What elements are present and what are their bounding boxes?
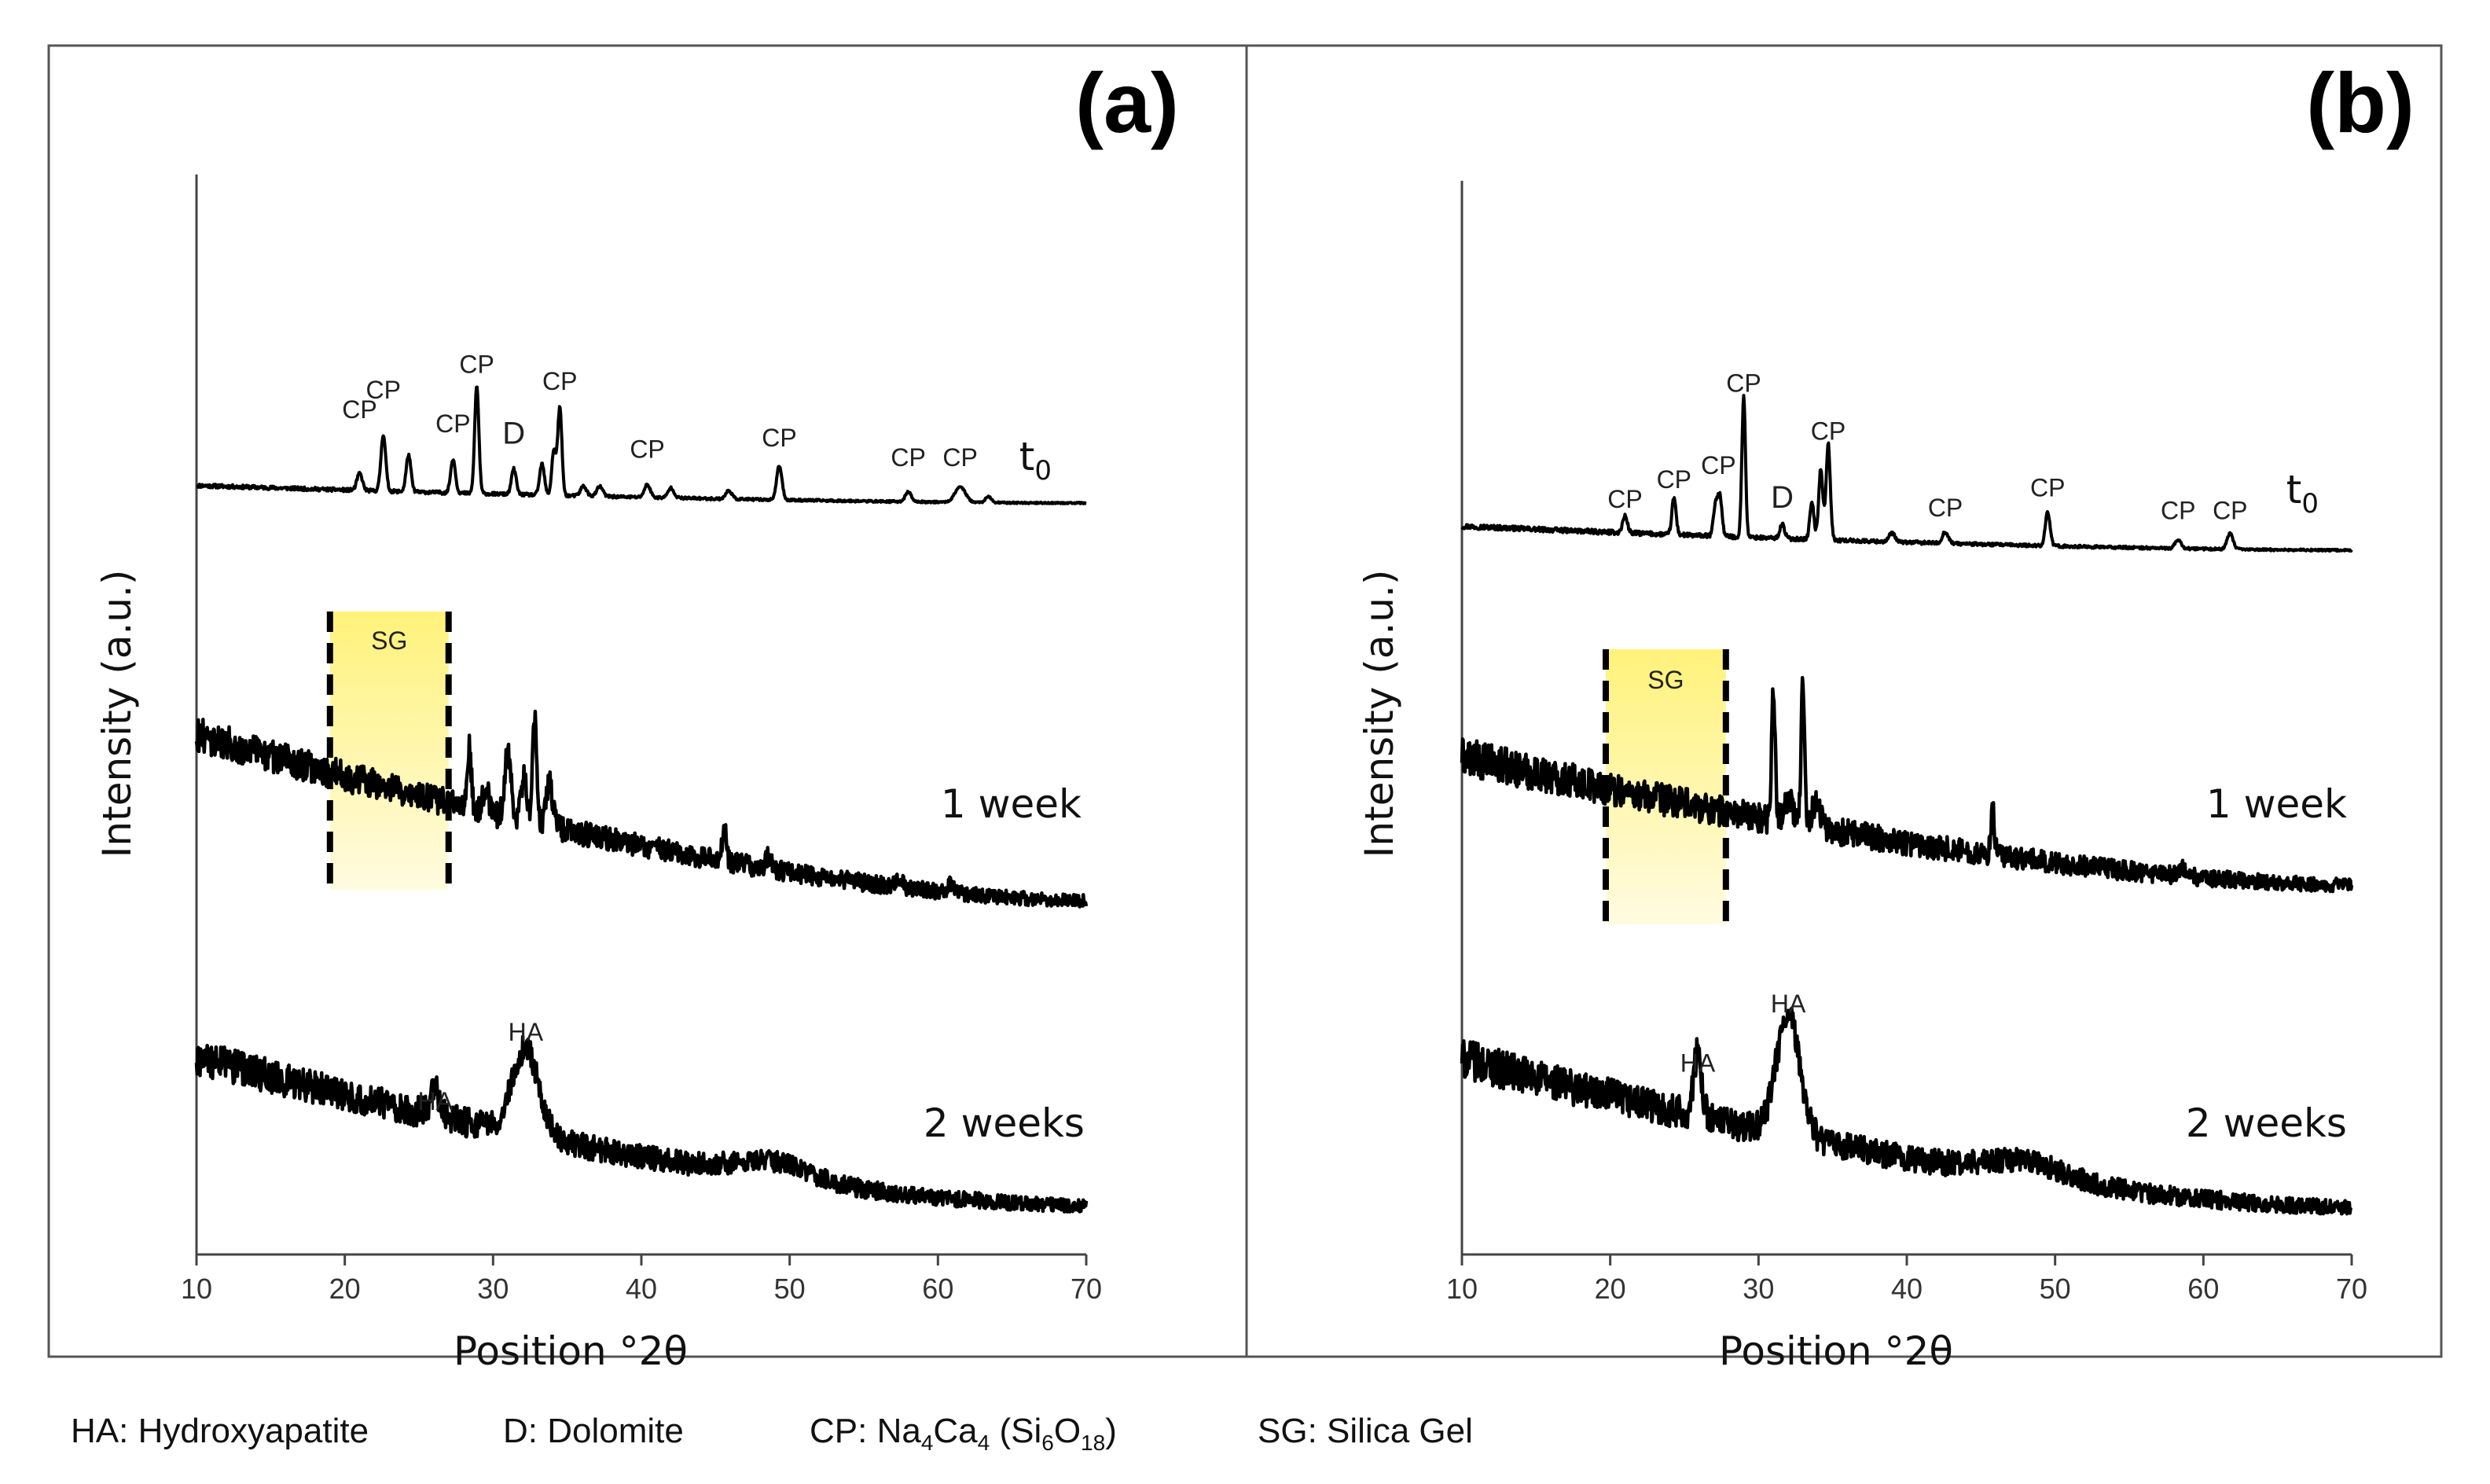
peak-annotation: CP <box>459 350 494 378</box>
peak-annotation: CP <box>1726 369 1761 397</box>
series-2-weeks: 2 weeks HA HA <box>1460 990 2353 1216</box>
legend-hydroxyapatite: HA: Hydroxyapatite <box>71 1412 369 1450</box>
x-axis-label: Position °2θ <box>1719 1328 1953 1374</box>
x-tick-label: 10 <box>181 1273 212 1305</box>
x-tick-label: 10 <box>1446 1273 1478 1305</box>
series-label: 2 weeks <box>2186 1100 2347 1146</box>
x-tick-label: 60 <box>2187 1273 2219 1305</box>
abbreviation-legend: HA: Hydroxyapatite D: Dolomite CP: Na4Ca… <box>71 1412 2350 1459</box>
series-1-week: 1 week <box>1460 675 2354 894</box>
peak-annotation: CP <box>1607 485 1642 513</box>
peak-annotation: D <box>502 416 525 450</box>
diffraction-trace <box>1460 1006 2353 1216</box>
panel-label: (b) <box>2306 55 2415 150</box>
series-label-subscript: 0 <box>1034 455 1052 487</box>
series-label: 1 week <box>2206 781 2347 827</box>
diffraction-trace <box>194 709 1089 909</box>
legend-cp-formula: CP: Na4Ca4 (Si6O18) <box>810 1412 1117 1455</box>
diffraction-trace <box>194 1034 1089 1214</box>
sg-highlight: SG <box>326 612 452 890</box>
panel-frames <box>47 44 2443 1358</box>
peak-annotation: CP <box>630 435 664 463</box>
axes: 10 20 30 40 50 60 70 Position °2θ Intensity (a.u… <box>94 174 1102 1374</box>
peak-annotation: CP <box>891 443 925 472</box>
peak-annotation: CP <box>342 395 376 424</box>
series-label: 1 week <box>941 781 1082 827</box>
peak-annotation: CP <box>2213 496 2247 524</box>
diffraction-trace <box>195 385 1088 505</box>
series-label: 2 weeks <box>924 1100 1085 1146</box>
diffraction-trace <box>1460 675 2354 894</box>
y-axis-label: Intensity (a.u.) <box>1357 570 1402 858</box>
x-axis-label: Position °2θ <box>454 1328 688 1374</box>
peak-annotation: CP <box>1657 465 1691 494</box>
series-label-subscript: 0 <box>2301 488 2319 520</box>
x-tick-label: 70 <box>2336 1273 2367 1305</box>
series-2-weeks: 2 weeks HA HA <box>194 1018 1089 1214</box>
x-tick-label: 50 <box>2040 1273 2071 1305</box>
series-label: t0 <box>2286 467 2319 520</box>
sg-region <box>329 612 449 890</box>
peak-annotation: CP <box>942 443 977 472</box>
peak-annotation: CP <box>2161 496 2195 524</box>
peak-annotation: CP <box>435 410 470 438</box>
x-tick-label: 40 <box>626 1273 657 1305</box>
peak-annotation: HA <box>1680 1049 1716 1078</box>
x-tick-label: 70 <box>1071 1273 1102 1305</box>
x-tick-label: 40 <box>1891 1273 1923 1305</box>
peak-annotation: HA <box>509 1018 544 1046</box>
axes: 10 20 30 40 50 60 70 Position °2θ Intensity (a.u… <box>1357 181 2367 1374</box>
panel-label: (a) <box>1075 55 1179 150</box>
diffraction-trace <box>1460 394 2353 553</box>
series-1-week: 1 week <box>194 709 1089 909</box>
sg-label: SG <box>371 626 407 655</box>
legend-dolomite: D: Dolomite <box>503 1412 684 1450</box>
x-tick-label: 30 <box>477 1273 509 1305</box>
x-tick-label: 60 <box>922 1273 953 1305</box>
x-tick-label: 30 <box>1743 1273 1774 1305</box>
x-tick-label: 20 <box>329 1273 361 1305</box>
panel-a: (a) SG 10 20 30 40 50 60 70 Position °2θ Intensity… <box>94 55 1179 1374</box>
peak-annotation: CP <box>365 376 400 404</box>
peak-annotation: CP <box>1811 417 1845 446</box>
peak-annotation: CP <box>1928 494 1963 522</box>
x-tick-label: 20 <box>1595 1273 1626 1305</box>
peak-annotation: D <box>1771 480 1794 515</box>
series-label: t0 <box>1019 434 1052 487</box>
sg-label: SG <box>1647 666 1684 694</box>
series-t0: t0 CP CP CP CP D CP CP CP CP CP <box>1460 369 2353 553</box>
peak-annotation: CP <box>2030 474 2065 502</box>
peak-annotation: CP <box>1701 451 1735 479</box>
peak-annotation: HA <box>1771 990 1806 1018</box>
y-axis-label: Intensity (a.u.) <box>94 570 140 858</box>
peak-annotation: CP <box>542 367 577 395</box>
panel-b: (b) SG 10 20 30 40 50 60 70 Position °2θ Intensity… <box>1357 55 2415 1374</box>
figure-frame <box>47 44 2443 1358</box>
legend-silica-gel: SG: Silica Gel <box>1258 1412 1473 1450</box>
peak-annotation: CP <box>762 424 796 452</box>
peak-annotation: HA <box>418 1087 454 1115</box>
x-tick-label: 50 <box>774 1273 806 1305</box>
